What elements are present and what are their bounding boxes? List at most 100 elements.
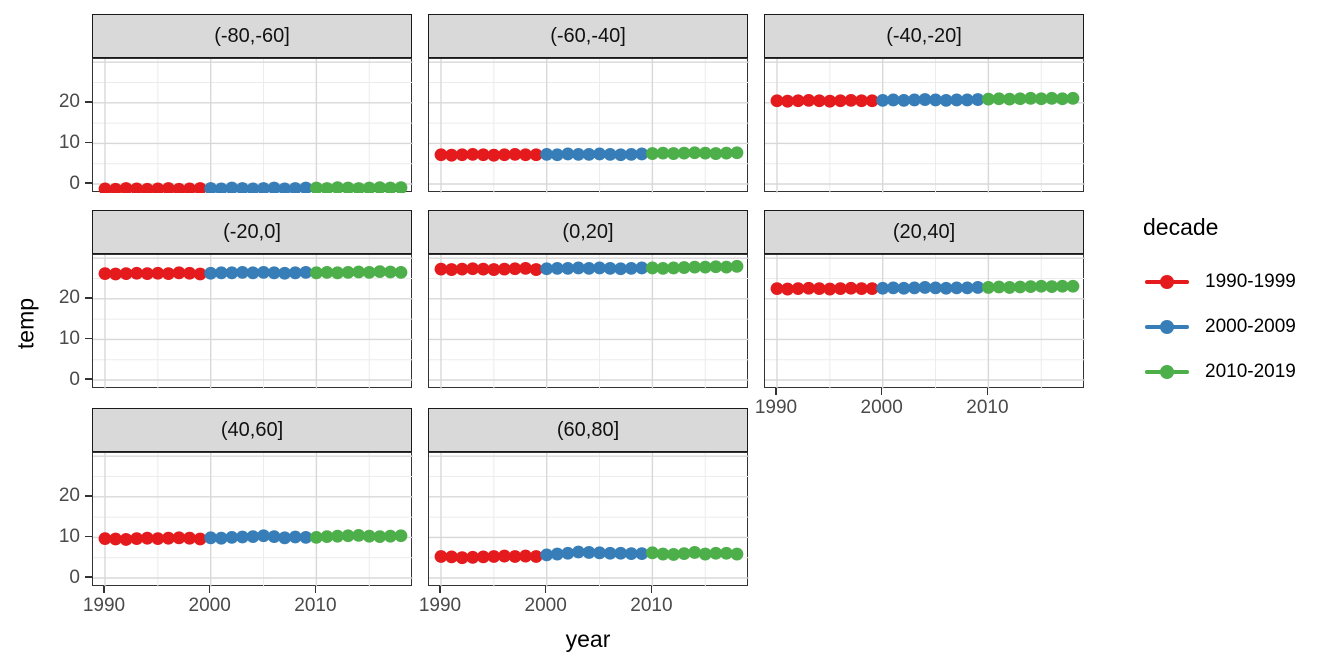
data-point xyxy=(172,531,186,545)
data-point xyxy=(656,547,670,561)
data-point xyxy=(225,531,239,544)
facet-plot-area xyxy=(93,59,413,193)
data-point xyxy=(730,146,744,160)
data-point xyxy=(519,261,532,275)
data-point xyxy=(603,261,617,275)
data-point xyxy=(320,266,334,279)
data-point xyxy=(918,281,932,294)
data-point xyxy=(278,182,292,193)
y-tick-mark xyxy=(85,378,92,380)
data-point xyxy=(204,531,218,545)
data-point xyxy=(130,182,144,193)
data-point xyxy=(865,94,879,108)
legend-key-dot xyxy=(1160,319,1174,334)
data-point xyxy=(855,94,868,108)
x-tick-label: 2010 xyxy=(966,397,1009,418)
data-point xyxy=(865,282,879,296)
facet-strip-label: (-20,0] xyxy=(92,210,412,254)
data-point xyxy=(267,266,281,280)
data-point xyxy=(246,182,260,193)
data-point xyxy=(844,93,858,107)
data-point xyxy=(656,146,670,160)
data-point xyxy=(162,267,175,281)
data-point xyxy=(730,547,744,561)
data-point xyxy=(1055,92,1069,106)
data-point xyxy=(886,93,900,107)
x-tick-mark xyxy=(208,586,211,593)
legend-entries: 1990-1999 2000-2009 2010-2019 xyxy=(1143,259,1296,394)
facet-plot-area xyxy=(93,453,413,587)
data-point xyxy=(455,148,469,162)
data-point xyxy=(320,530,334,543)
data-point xyxy=(476,262,490,276)
data-point xyxy=(140,531,154,545)
data-point xyxy=(373,530,387,543)
legend-entry-label: 2000-2009 xyxy=(1205,315,1296,337)
data-point xyxy=(383,265,397,279)
data-point xyxy=(950,93,964,107)
facet-panel xyxy=(92,254,413,389)
x-tick-mark xyxy=(775,388,777,395)
data-point xyxy=(1024,280,1038,294)
data-point xyxy=(119,182,133,193)
data-point xyxy=(352,528,366,542)
data-point xyxy=(193,532,207,546)
data-point xyxy=(130,532,144,546)
data-point xyxy=(550,261,564,275)
data-point xyxy=(434,550,448,563)
data-point xyxy=(929,93,942,107)
data-point xyxy=(550,148,564,162)
data-point xyxy=(162,531,175,545)
data-point xyxy=(98,532,112,546)
legend-entry-label: 1990-1999 xyxy=(1205,270,1296,292)
data-point xyxy=(214,182,228,193)
facet-plot-area xyxy=(429,255,749,389)
data-point xyxy=(193,267,207,281)
data-point xyxy=(394,266,408,279)
y-tick-label: 20 xyxy=(58,91,80,113)
data-point xyxy=(455,551,469,565)
data-point xyxy=(331,181,344,193)
data-point xyxy=(445,148,458,162)
data-point xyxy=(98,267,112,281)
facet-panel xyxy=(428,254,749,389)
y-tick-label: 20 xyxy=(58,287,80,309)
data-point xyxy=(624,547,638,561)
data-point xyxy=(1045,91,1059,105)
y-tick-mark xyxy=(85,535,92,538)
y-tick-mark xyxy=(85,141,92,144)
x-tick-mark xyxy=(986,388,989,395)
data-point xyxy=(572,147,585,161)
data-point xyxy=(183,531,196,545)
x-tick-mark xyxy=(439,586,441,593)
data-point xyxy=(635,547,649,561)
y-tick-mark xyxy=(85,297,92,299)
data-point xyxy=(950,281,964,295)
data-point xyxy=(204,266,218,280)
data-point xyxy=(383,529,397,543)
data-point xyxy=(529,148,543,162)
legend-key-dot xyxy=(1160,364,1174,379)
data-point xyxy=(770,282,784,296)
x-tick-mark xyxy=(314,586,317,593)
data-point xyxy=(992,92,1006,106)
x-tick-label: 1990 xyxy=(754,397,798,418)
y-tick-mark xyxy=(85,495,92,497)
data-point xyxy=(373,265,387,278)
data-point xyxy=(855,282,868,296)
x-tick-mark xyxy=(650,586,653,593)
data-point xyxy=(1055,279,1069,293)
data-point xyxy=(582,147,596,161)
data-point xyxy=(498,262,511,276)
data-point xyxy=(487,148,501,162)
x-tick-label: 2000 xyxy=(524,595,567,616)
data-point xyxy=(498,148,511,162)
data-point xyxy=(204,182,218,193)
data-point xyxy=(1066,91,1080,105)
data-point xyxy=(109,532,122,546)
data-point xyxy=(508,550,522,563)
data-point xyxy=(1003,92,1016,106)
data-point xyxy=(487,550,501,563)
data-point xyxy=(876,281,890,295)
data-point xyxy=(709,147,723,160)
